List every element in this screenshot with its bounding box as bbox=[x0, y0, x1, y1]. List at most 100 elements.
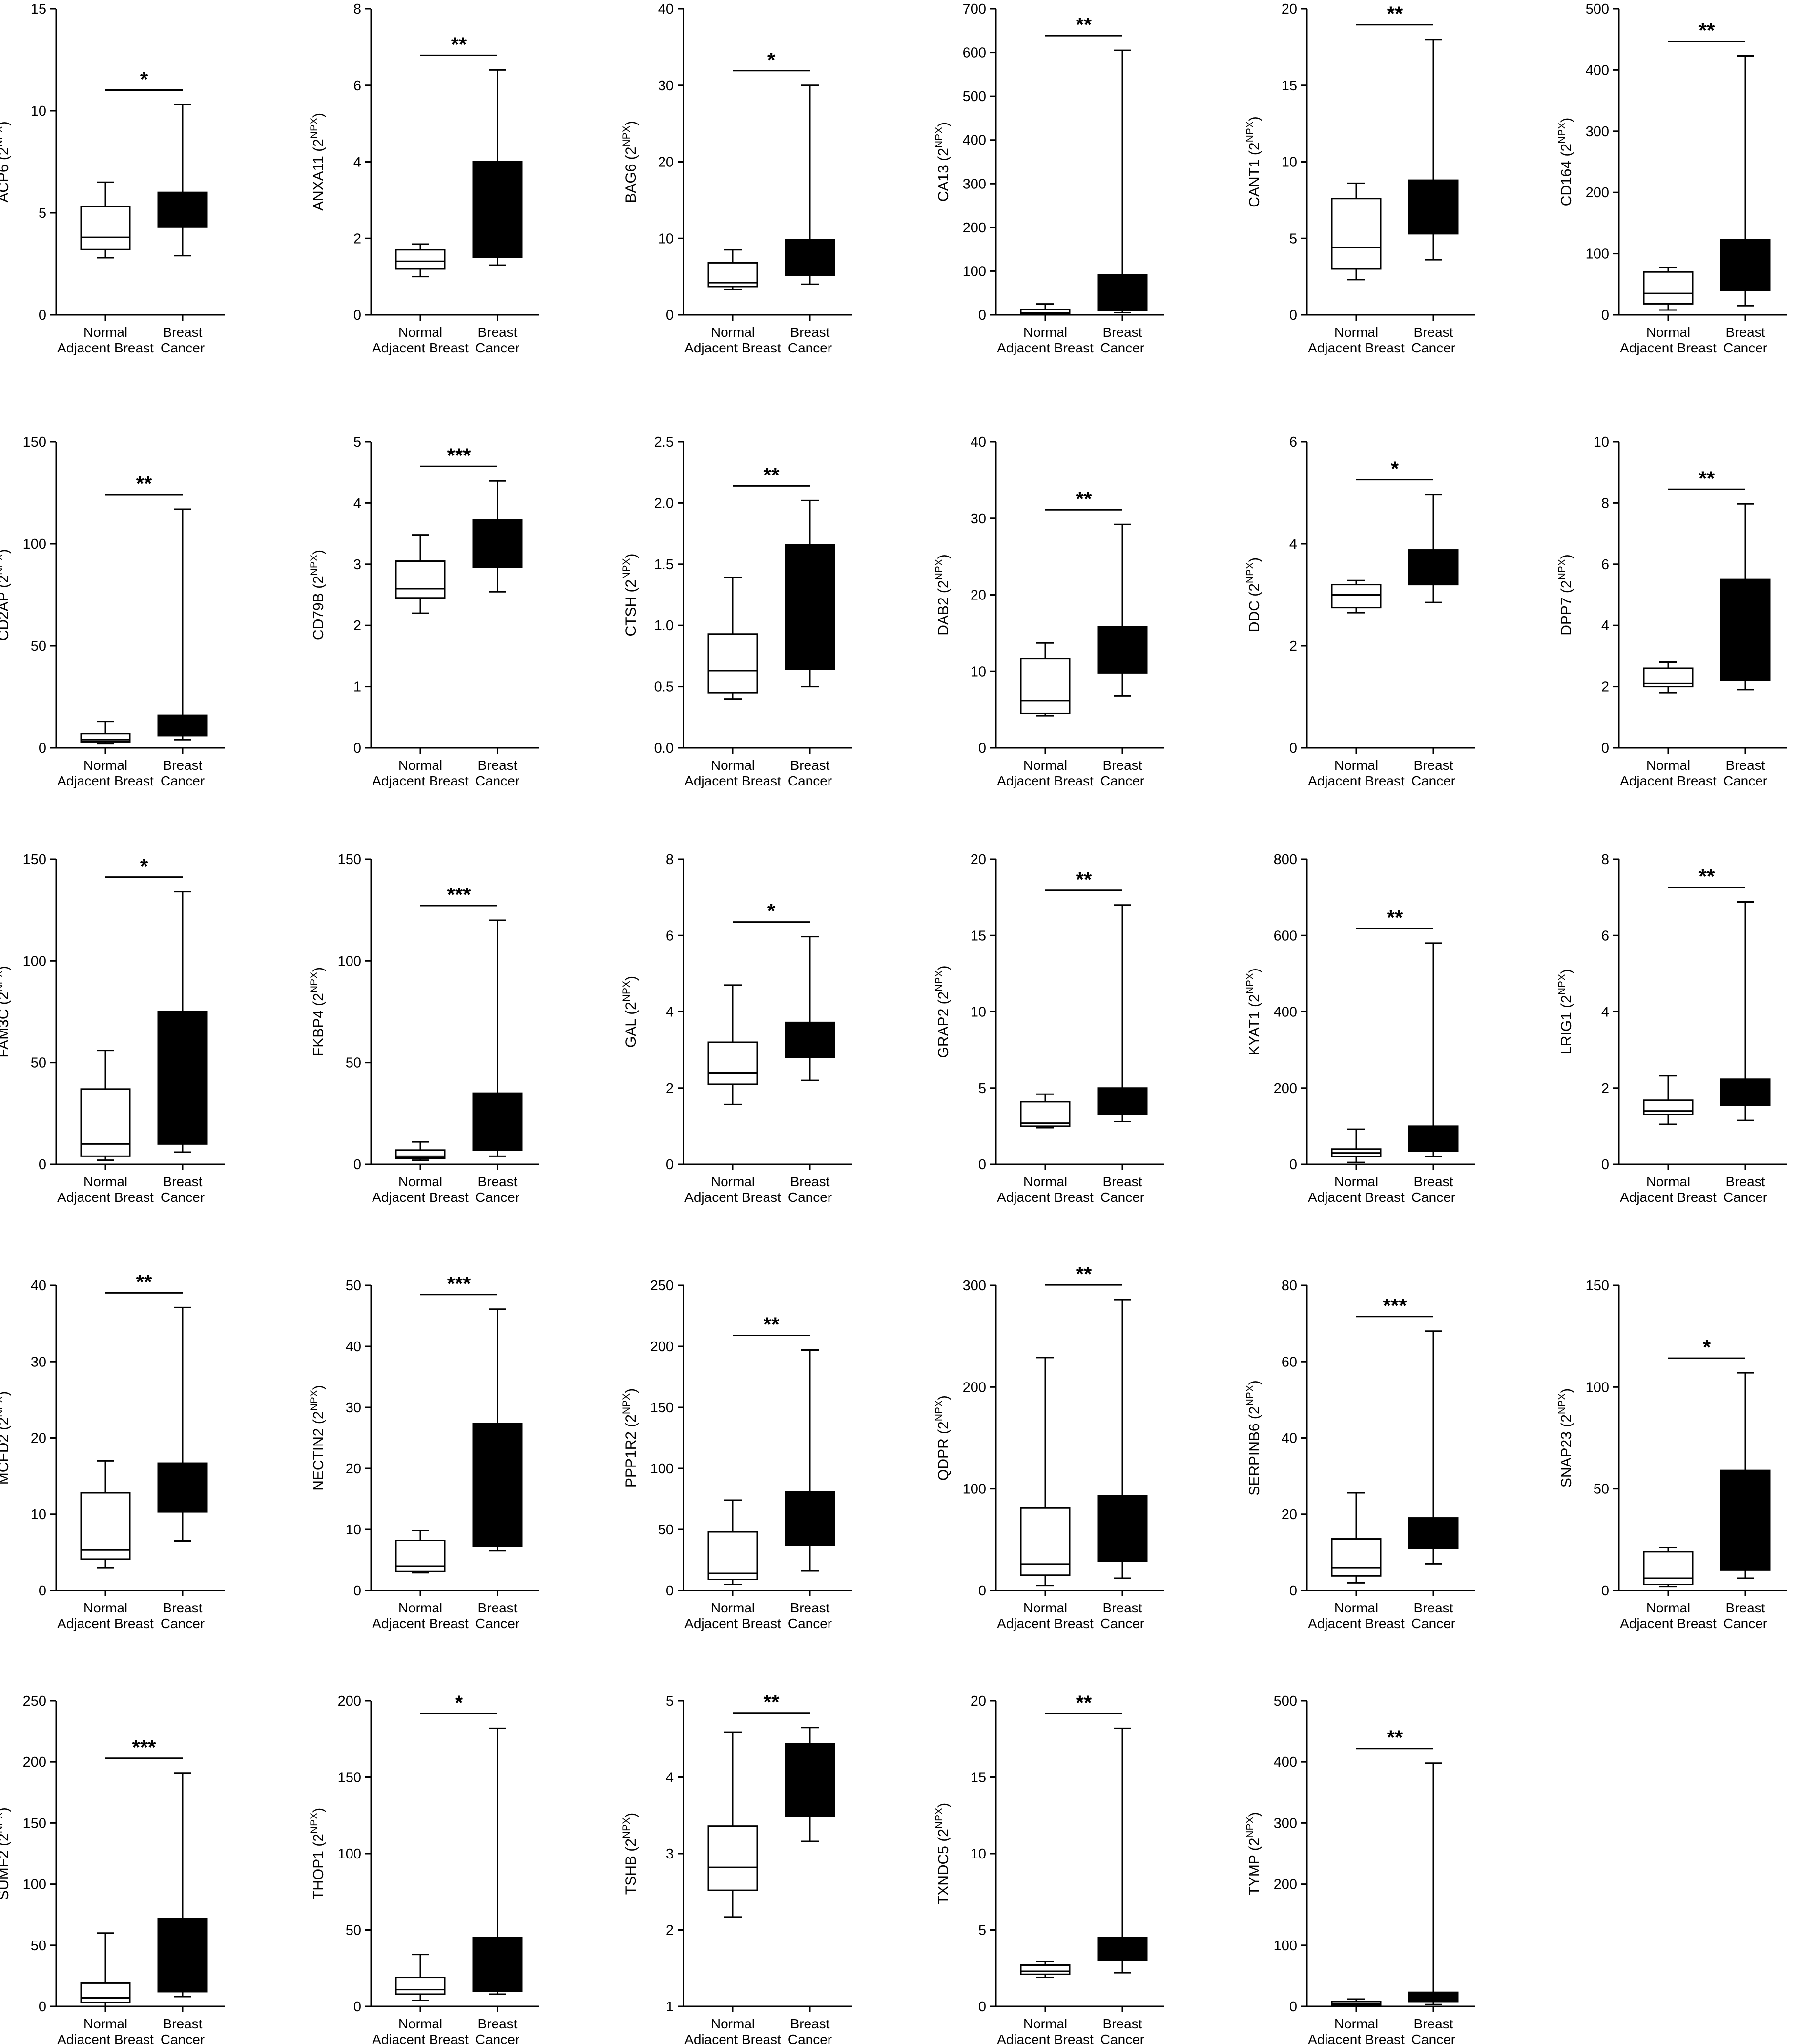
y-axis-label: NECTIN2 (2NPX) bbox=[309, 1385, 327, 1491]
iqr-box bbox=[472, 519, 523, 568]
y-axis-label: FAM3C (2NPX) bbox=[0, 966, 12, 1057]
y-axis-label-text: QDPR (2 bbox=[935, 1421, 952, 1481]
y-axis-label-close: ) bbox=[1246, 557, 1263, 562]
category-label: Cancer bbox=[476, 340, 519, 355]
y-axis-label-superscript: NPX bbox=[933, 970, 945, 991]
category-label: Normal bbox=[398, 2016, 442, 2031]
category-label: Normal bbox=[83, 1600, 127, 1615]
category-label: Adjacent Breast bbox=[997, 2032, 1094, 2044]
y-tick-label: 0 bbox=[353, 308, 361, 323]
panel-5: 0 100 200 300 400 500 CD164 (2NPX) ** NormalAdja… bbox=[1556, 1, 1787, 355]
box-normal-adjacent-breast bbox=[1020, 1357, 1071, 1587]
y-axis-label-close: ) bbox=[1558, 1388, 1574, 1393]
y-axis-label-close: ) bbox=[935, 122, 952, 127]
category-label: Cancer bbox=[1100, 773, 1144, 788]
y-tick-label: 200 bbox=[1274, 1081, 1297, 1096]
y-axis-label-superscript: NPX bbox=[621, 1817, 632, 1838]
box-normal-adjacent-breast bbox=[1643, 267, 1694, 311]
y-axis-label: ANXA11 (2NPX) bbox=[309, 113, 327, 211]
category-label: Normal bbox=[1334, 2016, 1378, 2031]
category-label: Adjacent Breast bbox=[997, 1616, 1094, 1631]
category-label: Normal bbox=[1646, 758, 1690, 773]
box-normal-adjacent-breast bbox=[395, 1141, 446, 1161]
y-tick-label: 0 bbox=[353, 1999, 361, 2015]
category-label: Breast bbox=[478, 2016, 518, 2031]
significance-stars: *** bbox=[447, 1272, 471, 1295]
y-tick-label: 20 bbox=[1282, 1507, 1297, 1523]
y-tick-label: 15 bbox=[31, 1, 46, 17]
category-label: Cancer bbox=[1100, 340, 1144, 355]
box-breast-cancer bbox=[1720, 901, 1771, 1121]
y-axis-label: CTSH (2NPX) bbox=[621, 554, 639, 637]
y-axis-label-superscript: NPX bbox=[0, 1396, 5, 1417]
iqr-box bbox=[395, 249, 446, 270]
category-label: Breast bbox=[1103, 1174, 1142, 1189]
y-axis-label-close: ) bbox=[1558, 118, 1574, 123]
y-axis-label-text: TXNDC5 (2 bbox=[935, 1829, 952, 1904]
category-label: Adjacent Breast bbox=[684, 340, 781, 355]
category-label: Breast bbox=[1414, 2016, 1453, 2031]
category-label: Normal bbox=[711, 1174, 755, 1189]
iqr-box bbox=[1097, 1937, 1148, 1961]
y-tick-label: 60 bbox=[1282, 1354, 1297, 1370]
iqr-box bbox=[395, 1149, 446, 1159]
iqr-box bbox=[395, 1977, 446, 1995]
y-tick-label: 250 bbox=[23, 1693, 46, 1709]
significance-stars: *** bbox=[132, 1736, 156, 1759]
box-breast-cancer bbox=[472, 919, 523, 1157]
y-tick-label: 2 bbox=[666, 1081, 674, 1096]
y-axis-label-superscript: NPX bbox=[1556, 1393, 1568, 1414]
y-tick-label: 100 bbox=[1586, 247, 1609, 262]
iqr-box bbox=[707, 1531, 758, 1580]
category-label: Breast bbox=[478, 1600, 518, 1615]
category-label: Breast bbox=[1103, 2016, 1142, 2031]
category-label: Cancer bbox=[161, 2032, 205, 2044]
category-label: Cancer bbox=[1723, 1190, 1767, 1205]
box-normal-adjacent-breast bbox=[80, 721, 131, 745]
y-tick-label: 5 bbox=[978, 1923, 986, 1939]
iqr-box bbox=[80, 1982, 131, 2003]
y-tick-label: 400 bbox=[1586, 62, 1609, 78]
panel-22: 0 20 40 60 80 SERPINB6 (2NPX) *** NormalAdjacen… bbox=[1244, 1278, 1475, 1631]
y-tick-label: 300 bbox=[963, 1278, 986, 1294]
y-tick-label: 6 bbox=[353, 78, 361, 94]
iqr-box bbox=[1097, 1087, 1148, 1115]
y-axis-label-close: ) bbox=[0, 966, 12, 970]
y-axis-label: CANT1 (2NPX) bbox=[1244, 116, 1263, 207]
category-label: Adjacent Breast bbox=[997, 340, 1094, 355]
iqr-box bbox=[707, 1825, 758, 1891]
category-label: Normal bbox=[1646, 325, 1690, 340]
iqr-box bbox=[1720, 1078, 1771, 1106]
y-tick-label: 2 bbox=[666, 1923, 674, 1939]
y-tick-label: 100 bbox=[963, 264, 986, 279]
y-tick-label: 400 bbox=[1274, 1005, 1297, 1020]
significance-stars: * bbox=[140, 67, 148, 90]
y-tick-label: 50 bbox=[31, 639, 46, 654]
y-tick-label: 0 bbox=[978, 1999, 986, 2015]
y-axis-label-superscript: NPX bbox=[933, 1400, 945, 1421]
box-breast-cancer bbox=[157, 508, 208, 741]
y-axis-label: SUMF2 (2NPX) bbox=[0, 1807, 12, 1900]
y-tick-label: 700 bbox=[963, 1, 986, 17]
significance-stars: ** bbox=[1076, 13, 1092, 36]
y-tick-label: 150 bbox=[1586, 1278, 1609, 1294]
iqr-box bbox=[157, 714, 208, 737]
y-tick-label: 0 bbox=[978, 1157, 986, 1173]
category-label: Cancer bbox=[476, 1616, 519, 1631]
iqr-box bbox=[1408, 179, 1459, 235]
iqr-box bbox=[157, 1011, 208, 1145]
category-label: Normal bbox=[1023, 1600, 1067, 1615]
category-label: Adjacent Breast bbox=[997, 773, 1094, 788]
category-label: Adjacent Breast bbox=[1308, 340, 1405, 355]
y-axis-label-text: CD2AP (2 bbox=[0, 575, 12, 641]
box-normal-adjacent-breast bbox=[1020, 1961, 1071, 1979]
y-axis-label-close: ) bbox=[311, 967, 327, 972]
y-axis-label-text: BAG6 (2 bbox=[623, 147, 639, 203]
y-tick-label: 3 bbox=[353, 557, 361, 573]
category-label: Breast bbox=[1726, 758, 1765, 773]
y-axis-label-close: ) bbox=[0, 1807, 12, 1812]
significance-stars: * bbox=[140, 855, 148, 878]
y-axis-label-superscript: NPX bbox=[309, 118, 320, 139]
